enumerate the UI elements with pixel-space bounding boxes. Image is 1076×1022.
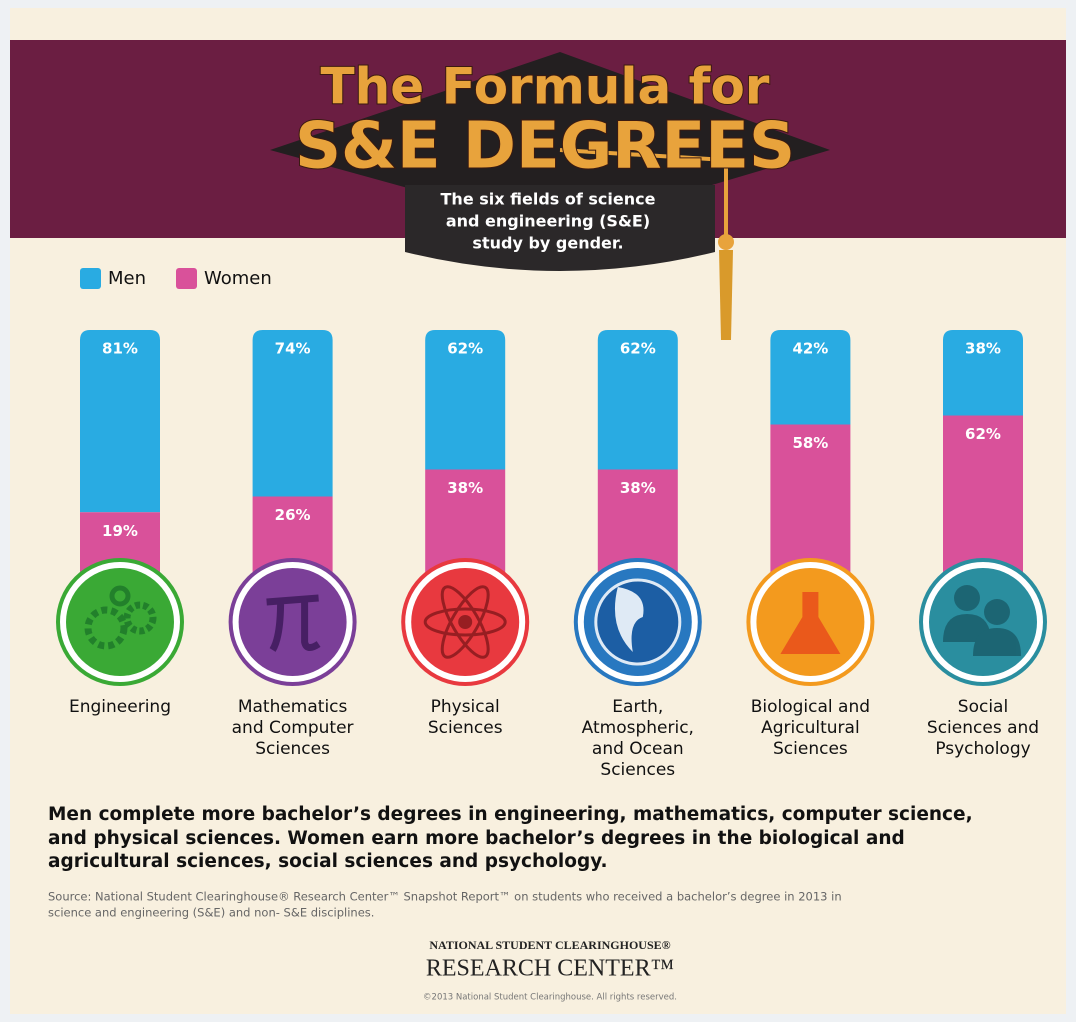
category-label: Atmospheric, [582, 718, 694, 738]
value-label: 38% [447, 479, 483, 497]
copyright: ©2013 National Student Clearinghouse. Al… [423, 993, 677, 1003]
logo: NATIONAL STUDENT CLEARINGHOUSE® [429, 938, 670, 952]
icon-glyph [943, 585, 1021, 656]
bar-segment [770, 330, 851, 425]
icon-glyph [594, 578, 682, 666]
legend-label: Men [108, 268, 146, 289]
value-label: 26% [275, 506, 311, 524]
category-label: Earth, [612, 697, 663, 717]
value-label: 58% [792, 434, 828, 452]
value-label: 19% [102, 522, 138, 540]
icon-glyph [423, 585, 507, 659]
land [614, 587, 644, 652]
summary: Men complete more bachelor’s degrees in … [48, 804, 973, 825]
gear [109, 585, 131, 607]
globe [594, 578, 682, 666]
value-label: 62% [965, 425, 1001, 443]
body [973, 628, 1021, 656]
subtitle: and engineering (S&E) [446, 212, 650, 231]
pi [266, 594, 321, 652]
orbit [423, 607, 507, 637]
category-label: Biological and [751, 697, 870, 717]
value-label: 38% [620, 479, 656, 497]
legend-swatch [80, 268, 101, 289]
gear [123, 601, 157, 635]
cap-skull [405, 185, 715, 271]
bar-segment [597, 330, 678, 470]
tassel [719, 250, 733, 340]
bar-segment [80, 330, 160, 513]
category-label: Engineering [69, 697, 171, 717]
category-label: Sciences [600, 760, 675, 780]
category-label: Sciences [428, 718, 503, 738]
subtitle: The six fields of science [441, 190, 656, 209]
tassel-knob [718, 234, 734, 250]
category-label: Mathematics [238, 697, 348, 717]
value-label: 42% [792, 340, 828, 358]
category-label: Social [958, 697, 1008, 717]
icon-glyph [84, 585, 157, 650]
source: science and engineering (S&E) and non- S… [48, 906, 374, 920]
title: The Formula for [321, 58, 770, 116]
nucleus [458, 615, 473, 629]
category-label: Sciences [255, 739, 330, 759]
value-label: 74% [275, 340, 311, 358]
gear [84, 606, 128, 650]
tassel-cord [559, 148, 727, 162]
category-label: Psychology [935, 739, 1030, 759]
legend-label: Women [204, 268, 272, 289]
flask [780, 592, 841, 654]
title: S&E DEGREES [295, 110, 795, 184]
subtitle: study by gender. [472, 234, 623, 253]
category-label: Sciences [773, 739, 848, 759]
icon-glyph [780, 592, 841, 654]
head [954, 585, 980, 611]
value-label: 62% [447, 340, 483, 358]
category-label: and Ocean [592, 739, 684, 759]
bar-segment [943, 330, 1023, 416]
summary: agricultural sciences, social sciences a… [48, 851, 608, 872]
value-label: 81% [102, 340, 138, 358]
orbit [440, 585, 490, 659]
orbit [440, 585, 490, 659]
bar-segment [425, 330, 506, 470]
value-label: 62% [620, 340, 656, 358]
summary: and physical sciences. Women earn more b… [48, 828, 905, 849]
head [984, 599, 1010, 625]
category-label: Physical [431, 697, 500, 717]
icon [238, 568, 347, 676]
bar-segment [252, 330, 333, 497]
category-label: Sciences and [927, 718, 1039, 738]
source: Source: National Student Clearinghouse® … [48, 890, 842, 904]
category-label: and Computer [232, 718, 354, 738]
icon-glyph [266, 594, 321, 652]
logo: RESEARCH CENTER™ [426, 956, 674, 982]
category-label: Agricultural [761, 718, 860, 738]
legend-swatch [176, 268, 197, 289]
value-label: 38% [965, 340, 1001, 358]
